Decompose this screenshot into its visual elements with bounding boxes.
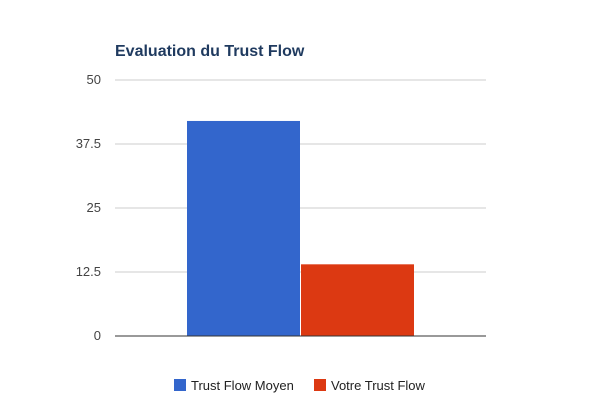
y-tick-label: 50 (87, 72, 101, 87)
bar-series-1[interactable] (187, 120, 300, 337)
legend: Trust Flow Moyen Votre Trust Flow (174, 378, 426, 393)
legend-label[interactable]: Votre Trust Flow (331, 378, 426, 393)
legend-label[interactable]: Trust Flow Moyen (191, 378, 294, 393)
bars (187, 120, 414, 337)
legend-swatch[interactable] (314, 379, 326, 391)
y-tick-label: 37.5 (76, 136, 101, 151)
y-tick-label: 12.5 (76, 264, 101, 279)
gridlines (115, 79, 486, 273)
y-tick-label: 25 (87, 200, 101, 215)
y-axis-ticks: 0 12.5 25 37.5 50 (76, 72, 101, 343)
bar-series-2[interactable] (301, 264, 414, 336)
chart-title: Evaluation du Trust Flow (115, 43, 305, 60)
y-tick-label: 0 (94, 328, 101, 343)
legend-swatch[interactable] (174, 379, 186, 391)
